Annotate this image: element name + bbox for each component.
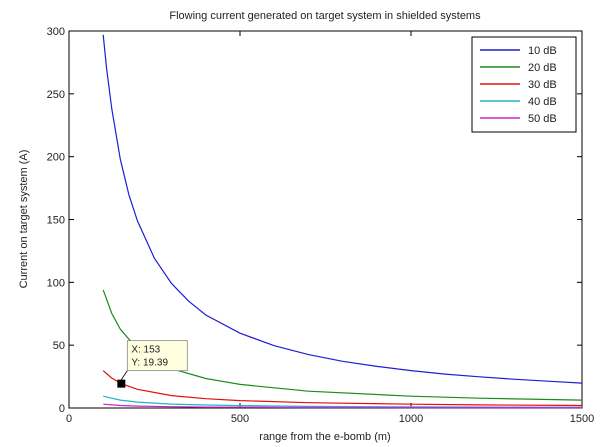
datatip-marker[interactable] — [117, 379, 126, 388]
x-tick-label: 1000 — [399, 413, 423, 425]
datatip-y: Y: 19.39 — [131, 358, 168, 369]
series-lines — [102, 34, 583, 409]
x-tick-label: 0 — [66, 413, 72, 425]
x-tick-label: 500 — [231, 413, 249, 425]
legend-label: 10 dB — [528, 45, 557, 57]
y-tick-label: 250 — [47, 89, 65, 101]
y-axis-label: Current on target system (A) — [18, 150, 30, 289]
series-line-40-db — [103, 395, 583, 408]
y-tick-label: 150 — [47, 215, 65, 227]
legend: 10 dB 20 dB 30 dB 40 dB 50 dB — [471, 36, 577, 133]
datatip-x: X: 153 — [131, 345, 160, 356]
legend-label: 30 dB — [528, 79, 557, 91]
chart-title: Flowing current generated on target syst… — [169, 10, 481, 22]
datatip[interactable]: X: 153 Y: 19.39 — [117, 340, 188, 388]
series-line-50-db — [103, 403, 583, 409]
datatip-box — [126, 340, 188, 372]
y-tick-label: 50 — [53, 340, 65, 352]
legend-label: 20 dB — [528, 62, 557, 74]
datatip-pointer — [120, 370, 128, 380]
x-axis-label: range from the e-bomb (m) — [259, 431, 390, 443]
legend-label: 40 dB — [528, 96, 557, 108]
legend-label: 50 dB — [528, 113, 557, 125]
y-tick-label: 300 — [47, 26, 65, 38]
y-tick-label: 0 — [59, 403, 65, 415]
series-line-10-db — [102, 34, 583, 384]
y-tick-label: 200 — [47, 152, 65, 164]
y-tick-label: 100 — [47, 277, 65, 289]
y-axis: 0 50 100 150 200 250 300 — [47, 26, 582, 415]
x-tick-label: 1500 — [570, 413, 594, 425]
series-line-20-db — [102, 289, 583, 401]
